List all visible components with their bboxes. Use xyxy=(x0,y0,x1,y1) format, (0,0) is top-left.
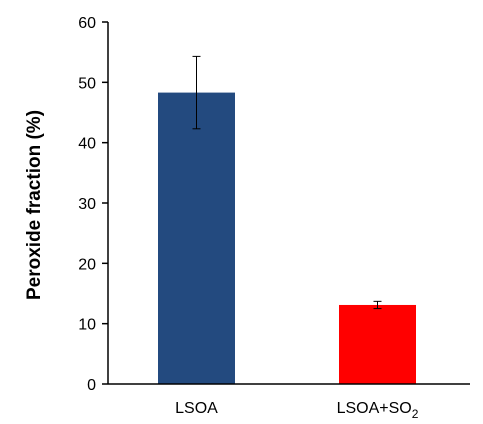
y-axis: 0 10 20 30 40 50 60 xyxy=(78,15,108,394)
x-category-label: LSOA+SO2 xyxy=(337,400,419,421)
y-tick-label: 30 xyxy=(78,196,96,213)
y-tick-label: 40 xyxy=(78,136,96,153)
y-tick-label: 20 xyxy=(78,256,96,273)
y-tick-label: 0 xyxy=(87,377,96,394)
x-axis: LSOA LSOA+SO2 xyxy=(175,400,419,421)
x-category-label: LSOA xyxy=(175,400,218,417)
y-tick-label: 50 xyxy=(78,75,96,92)
bar xyxy=(158,93,235,384)
bars xyxy=(158,93,416,384)
y-axis-label: Peroxide fraction (%) xyxy=(24,110,45,300)
bar xyxy=(339,305,416,384)
y-tick-label: 10 xyxy=(78,317,96,334)
y-tick-label: 60 xyxy=(78,15,96,32)
